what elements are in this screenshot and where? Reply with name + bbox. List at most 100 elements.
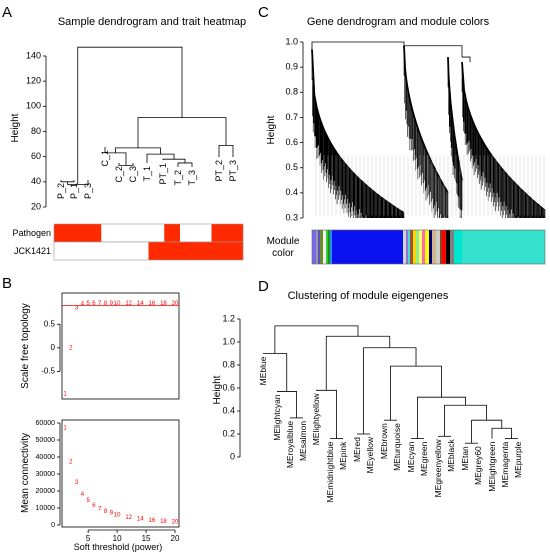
module-color-segment (440, 230, 442, 264)
power-point-label: 8 (104, 509, 108, 515)
power-point-label: 10 (114, 512, 121, 518)
panel-a-y-tick-label: 100 (26, 101, 41, 111)
module-color-segment (442, 230, 446, 264)
panel-d-y-tick-label: 0.2 (222, 428, 235, 438)
power-point-label: 20 (172, 301, 179, 307)
panel-c-y-tick-label: 0.9 (285, 62, 298, 72)
heatmap-cell (85, 224, 102, 242)
panel-a-leaf-labels: P_2 P_1 P_3 C_1 C_2 C_3 T_1 PT_1 T_2 T_3 PT_2 PT_3 (56, 150, 238, 199)
panel-b-bottom-ylabel: Mean connectivity (20, 433, 31, 513)
heatmap-cell (195, 224, 212, 242)
module-color-segment (318, 230, 320, 264)
panel-b-bottom-y-tick-label: 0 (51, 522, 55, 529)
module-eigengene-label: MElightcyan (272, 394, 282, 441)
module-color-segment (403, 230, 406, 264)
heatmap-cell (69, 242, 86, 260)
panel-d-y-tick-label: 0.4 (222, 405, 235, 415)
module-eigengene-label: MEyellow (365, 436, 375, 473)
panel-c-y-tick-label: 0.4 (285, 187, 298, 197)
module-eigengene-label: MEgreenyellow (433, 438, 443, 497)
module-eigengene-label: MEgreen (419, 441, 429, 476)
sample-leaf-label: T_3 (187, 170, 197, 186)
power-point-label: 4 (81, 492, 85, 498)
panel-b-bottom-y-tick-label: 60000 (36, 420, 56, 427)
power-point-label: 10 (114, 301, 121, 307)
heatmap-cell (132, 242, 149, 260)
panel-b-top-y-tick-label: 0 (51, 343, 56, 352)
panel-c-y-tick-label: 0.5 (285, 162, 298, 172)
module-eigengene-label: MEmagenta (500, 441, 510, 487)
panel-d: D Clustering of module eigengenes 0 0.2 0.… (212, 278, 523, 503)
heatmap-cell (117, 242, 134, 260)
panel-b-bottom-y-tick-label: 30000 (36, 471, 56, 478)
module-eigengene-label: MElightyellow (311, 392, 321, 445)
gene-dendrogram-envelope (403, 45, 449, 194)
panel-b-top-y-tick-label: 0.5 (44, 319, 56, 328)
heatmap-cell (101, 224, 118, 242)
gene-dendrogram-top-link (311, 41, 405, 50)
eigengene-merge-link (363, 347, 417, 434)
heatmap-cell (164, 242, 181, 260)
heatmap-cell (69, 224, 86, 242)
dendrogram-merge-link (60, 180, 75, 183)
panel-a-y-tick-label: 60 (31, 151, 41, 161)
gene-dendrogram-branches (403, 45, 449, 218)
power-point-label: 12 (125, 515, 132, 521)
power-point-label: 5 (86, 301, 90, 307)
panel-b-letter: B (2, 275, 12, 292)
module-color-segment (410, 230, 413, 264)
heatmap-cell (211, 242, 228, 260)
module-eigengene-label: MEturquoise (392, 423, 402, 471)
panel-b-x-tick-label: 15 (142, 534, 151, 543)
heatmap-cell (195, 242, 212, 260)
gene-dendrogram-top-link (404, 45, 463, 58)
panel-a-letter: A (2, 4, 12, 21)
module-color-segment (432, 230, 436, 264)
eigengene-merge-link (390, 365, 442, 421)
module-color-segment (419, 230, 422, 264)
panel-a-trait-heatmap (53, 223, 244, 261)
panel-c-ylabel: Height (266, 115, 277, 144)
heatmap-cell (180, 224, 197, 242)
module-color-segment (320, 230, 323, 264)
panel-c-module-label-line1: Module (267, 236, 300, 247)
sample-leaf-label: C_1 (100, 150, 110, 167)
panel-c-module-label-line2: color (272, 248, 294, 259)
panel-c: C Gene dendrogram and module colors 0.30… (258, 4, 546, 265)
panel-b-bottom-y-tick-label: 40000 (36, 454, 56, 461)
sample-leaf-label: PT_3 (228, 160, 238, 182)
module-eigengene-label: MEbrown (379, 423, 389, 459)
panel-a-ylabel: Height (10, 113, 21, 142)
panel-d-y-tick-label: 0 (230, 451, 235, 461)
heatmap-row-border (53, 241, 244, 261)
dendrogram-merge-link (137, 117, 227, 148)
panel-d-y-tick-label: 0.6 (222, 382, 235, 392)
heatmap-cell (227, 224, 244, 242)
panel-b-top-plot-frame (61, 292, 180, 400)
panel-a: A Sample dendrogram and trait heatmap 20… (2, 4, 246, 261)
heatmap-cell (211, 224, 228, 242)
panel-c-gene-dendrogram (311, 41, 546, 218)
power-point-label: 1 (63, 426, 67, 432)
heatmap-cell (148, 242, 165, 260)
panel-a-sample-dendrogram (60, 46, 234, 185)
module-eigengene-label: MEblack (446, 439, 456, 472)
module-eigengene-label: MEblue (258, 356, 268, 385)
panel-d-y-tick-label: 1.2 (222, 313, 235, 323)
module-color-segment (416, 230, 419, 264)
gene-dendrogram-branches (461, 62, 546, 218)
sample-leaf-label: P_2 (56, 183, 66, 199)
module-color-segment (316, 230, 318, 264)
power-point-label: 1 (63, 392, 67, 398)
heatmap-cell (132, 224, 149, 242)
dendrogram-merge-link (77, 46, 183, 185)
eigengene-merge-link (417, 396, 466, 439)
panel-c-y-tick-label: 0.6 (285, 137, 298, 147)
power-point-label: 9 (110, 511, 114, 517)
eigengene-merge-link (325, 335, 391, 391)
heatmap-cell (180, 242, 197, 260)
module-eigengene-label: MEmidnightblue (325, 441, 335, 502)
panel-a-y-axis: 20 40 60 80 100 120 140 (26, 50, 47, 211)
